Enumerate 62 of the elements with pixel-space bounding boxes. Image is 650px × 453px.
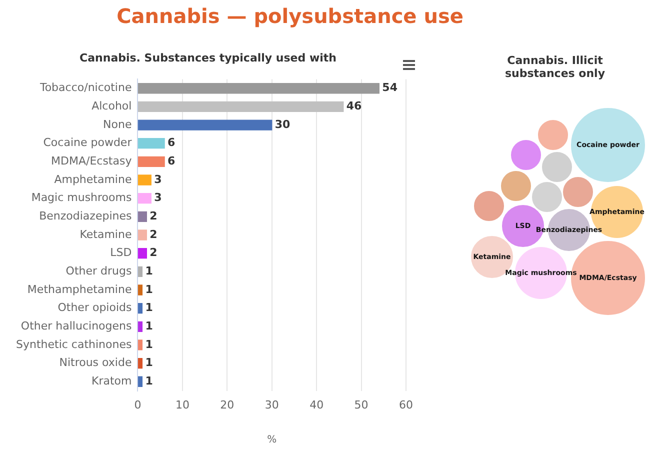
- y-tick-label: Other drugs: [66, 264, 132, 278]
- bar: [138, 120, 272, 130]
- y-tick-label: Kratom: [91, 374, 132, 388]
- data-label: 46: [346, 100, 362, 113]
- data-label: 30: [274, 118, 291, 131]
- data-label: 1: [145, 356, 153, 370]
- y-tick-label: Magic mushrooms: [31, 191, 132, 204]
- x-tick-label: 40: [310, 398, 324, 412]
- data-label: 1: [145, 282, 153, 296]
- x-tick-label: 30: [264, 398, 279, 412]
- x-tick-label: 0: [134, 398, 142, 412]
- y-tick-label: Alcohol: [92, 100, 132, 113]
- bar: [138, 358, 143, 369]
- y-tick-label: MDMA/Ecstasy: [51, 154, 132, 168]
- y-tick-label: Other hallucinogens: [20, 320, 132, 333]
- y-tick-label: Tobacco/nicotine: [38, 81, 132, 94]
- y-tick-label: Other opioids: [58, 301, 132, 314]
- chart-title: Cannabis — polysubstance use: [116, 4, 464, 28]
- data-label: 2: [150, 228, 158, 241]
- bar: [138, 321, 143, 332]
- y-tick-label: Ketamine: [80, 228, 132, 241]
- bar: [138, 284, 143, 296]
- y-tick-label: Nitrous oxide: [59, 356, 132, 370]
- y-tick-label: Benzodiazepines: [39, 210, 132, 223]
- bar: [138, 266, 143, 277]
- data-label: 3: [154, 172, 162, 186]
- x-tick-label: 50: [354, 398, 368, 412]
- bar: [138, 340, 143, 350]
- y-tick-label: Methamphetamine: [27, 282, 132, 296]
- bar: [138, 376, 143, 387]
- data-label: 1: [145, 374, 153, 388]
- x-tick-label: 20: [220, 398, 234, 412]
- bar: [138, 138, 165, 149]
- y-tick-label: Synthetic cathinones: [16, 338, 132, 351]
- x-axis-title: %: [267, 434, 277, 446]
- bar: [138, 230, 148, 240]
- data-label: 2: [150, 246, 158, 260]
- bar: [138, 101, 344, 112]
- x-tick-label: 60: [399, 398, 413, 412]
- text: Cannabis. Illicit substances only: [504, 54, 606, 80]
- bar: [138, 193, 152, 204]
- bar: [138, 174, 152, 186]
- data-label: 6: [168, 136, 176, 150]
- y-tick-label: Cocaine powder: [43, 136, 132, 150]
- x-tick-label: 10: [175, 398, 190, 412]
- data-label: 1: [145, 338, 153, 351]
- bar: [138, 248, 148, 259]
- data-label: 1: [145, 301, 153, 314]
- data-label: 2: [150, 210, 158, 223]
- chart-subtitle: Cannabis. Substances typically used with: [80, 51, 336, 64]
- bar: [138, 156, 165, 168]
- bar: [138, 302, 143, 314]
- y-tick-label: LSD: [110, 246, 132, 260]
- data-label: 1: [145, 264, 153, 278]
- data-label: 3: [154, 191, 162, 204]
- data-label: 6: [168, 154, 176, 168]
- data-label: 1: [145, 320, 153, 333]
- bar: [138, 83, 380, 94]
- data-label: 54: [382, 81, 398, 94]
- y-tick-label: None: [103, 118, 132, 131]
- bar: [138, 211, 148, 222]
- y-tick-label: Amphetamine: [54, 172, 132, 186]
